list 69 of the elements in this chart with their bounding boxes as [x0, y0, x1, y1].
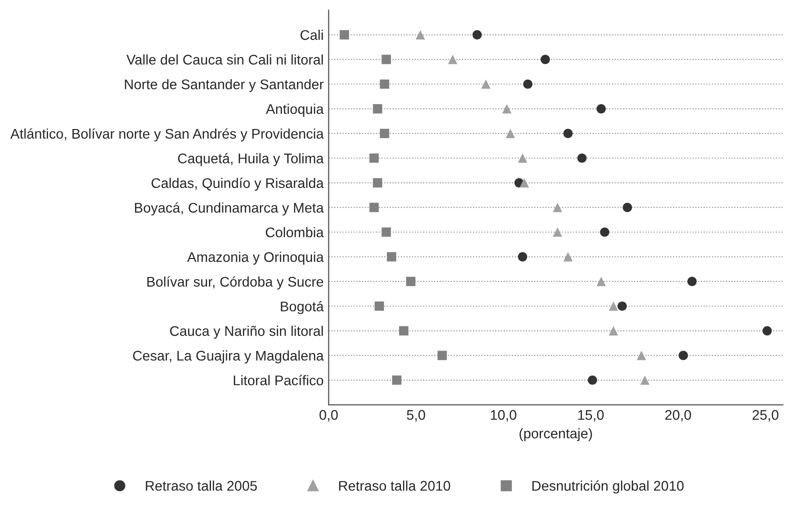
y-tick-label: Litoral Pacífico [234, 374, 324, 386]
x-tick-label: 20,0 [665, 410, 692, 422]
point [596, 276, 606, 286]
y-tick-label: Colombia [266, 227, 324, 238]
y-tick-label: Bogotá [280, 301, 324, 314]
legend-label: Retraso talla 2005 [146, 480, 257, 491]
point [552, 227, 562, 237]
point [608, 326, 618, 336]
point [540, 54, 550, 64]
x-tick-label: 5,0 [406, 410, 426, 422]
y-tick-label: Amazonia y Orinoquia [187, 252, 324, 265]
point [502, 104, 512, 114]
legend-label: Retraso talla 2010 [339, 480, 450, 491]
x-tick-label: 10,0 [490, 410, 516, 422]
x-axis-title: (porcentaje) [520, 428, 592, 442]
point [506, 128, 515, 138]
point [372, 178, 382, 188]
point [640, 375, 650, 385]
point [372, 104, 382, 114]
point [596, 104, 606, 114]
point [687, 276, 697, 286]
point [518, 153, 528, 163]
point [386, 252, 396, 262]
point [563, 128, 573, 138]
point [382, 227, 391, 237]
y-tick-label: Antioquia [266, 104, 324, 117]
point [600, 227, 610, 237]
y-tick-label: Norte de Santander y Santander [124, 79, 324, 92]
point [622, 202, 632, 212]
point [472, 30, 482, 40]
point [416, 30, 426, 40]
point [523, 79, 532, 89]
y-tick-label: Valle del Cauca sin Cali ni litoral [126, 54, 323, 65]
point [563, 252, 573, 262]
y-tick-label: Cesar, La Guajira y Magdalena [133, 350, 324, 364]
y-tick-label: Bolívar sur, Córdoba y Sucre [147, 276, 324, 290]
point [392, 375, 402, 385]
y-tick-label: Cali [300, 30, 323, 40]
x-tick-label: 15,0 [578, 410, 604, 422]
point [762, 326, 772, 336]
point [382, 54, 391, 64]
point [340, 30, 350, 40]
y-tick-label: Boyacá, Cundinamarca y Meta [135, 202, 324, 216]
point [608, 301, 618, 311]
y-tick-label: Caquetá, Huila y Tolima [178, 153, 324, 166]
legend-label: Desnutrición global 2010 [532, 480, 684, 494]
point [678, 350, 688, 360]
point [520, 178, 529, 188]
point [448, 54, 458, 64]
point [438, 350, 447, 360]
point [369, 202, 379, 212]
point [588, 375, 598, 385]
y-tick-label: Cauca y Nariño sin litoral [170, 326, 323, 339]
y-tick-label: Atlántico, Bolívar norte y San Andrés y Providencia [10, 128, 324, 142]
point [481, 79, 491, 89]
point [617, 301, 627, 311]
point [406, 276, 416, 286]
point [369, 153, 379, 163]
point [577, 153, 587, 163]
point [518, 252, 528, 262]
point [380, 128, 390, 138]
point [380, 79, 390, 89]
y-tick-label: Caldas, Quindío y Risaralda [152, 178, 324, 191]
point [552, 202, 562, 212]
point [636, 350, 646, 360]
point [374, 301, 384, 311]
x-tick-label: 0,0 [320, 410, 338, 422]
point [399, 326, 408, 336]
x-tick-label: 25,0 [752, 410, 778, 422]
